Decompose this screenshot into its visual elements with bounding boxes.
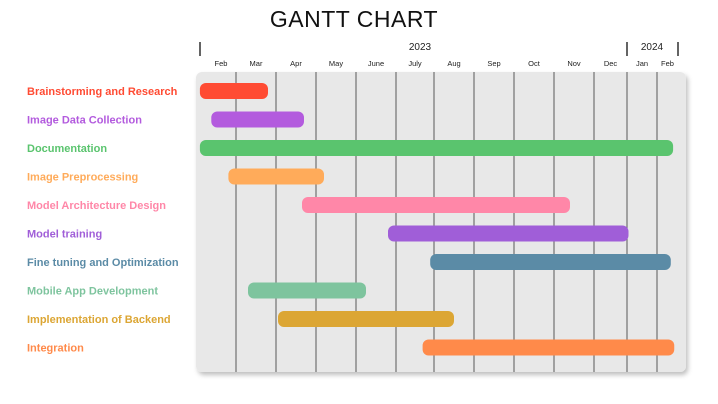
chart-title: GANTT CHART bbox=[269, 6, 439, 32]
month-tick-label: May bbox=[329, 59, 343, 68]
month-tick-label: Aug bbox=[447, 59, 460, 68]
task-label: Integration bbox=[27, 343, 84, 355]
task-bar bbox=[278, 311, 454, 327]
task-label: Model training bbox=[27, 229, 102, 241]
task-bar bbox=[199, 83, 268, 99]
task-bar bbox=[422, 339, 675, 356]
timeline-axis: 2023 2024 Feb Mar Apr May June July Aug Sep Oct Nov… bbox=[199, 42, 679, 68]
task-bar bbox=[248, 282, 366, 299]
task-bar bbox=[199, 140, 674, 156]
month-tick-label: Feb bbox=[661, 59, 674, 68]
task-labels: Brainstorming and Research Image Data Col… bbox=[27, 86, 179, 355]
task-bar bbox=[430, 254, 671, 270]
month-tick-label: Nov bbox=[567, 59, 581, 68]
task-label: Model Architecture Design bbox=[27, 200, 166, 212]
month-tick-label: Apr bbox=[290, 59, 302, 68]
task-label: Documentation bbox=[27, 143, 107, 155]
task-label: Implementation of Backend bbox=[27, 314, 171, 326]
month-tick-label: June bbox=[368, 59, 384, 68]
task-label: Image Preprocessing bbox=[27, 172, 138, 184]
task-label: Brainstorming and Research bbox=[27, 86, 178, 98]
task-bar bbox=[388, 225, 629, 242]
month-tick-label: July bbox=[408, 59, 422, 68]
month-tick-label: Jan bbox=[636, 59, 648, 68]
task-label: Fine tuning and Optimization bbox=[27, 257, 179, 269]
task-label: Image Data Collection bbox=[27, 115, 142, 127]
month-tick-label: Mar bbox=[250, 59, 263, 68]
task-bar bbox=[228, 168, 324, 185]
year-label: 2023 bbox=[409, 42, 432, 53]
month-tick-label: Dec bbox=[604, 59, 618, 68]
year-label: 2024 bbox=[641, 42, 664, 53]
task-bar bbox=[211, 111, 304, 128]
month-tick-label: Feb bbox=[215, 59, 228, 68]
grid-lines bbox=[235, 72, 658, 372]
month-tick-label: Oct bbox=[528, 59, 541, 68]
month-tick-label: Sep bbox=[487, 59, 500, 68]
task-bars bbox=[199, 83, 675, 356]
task-label: Mobile App Development bbox=[27, 286, 158, 298]
task-bar bbox=[302, 197, 570, 213]
